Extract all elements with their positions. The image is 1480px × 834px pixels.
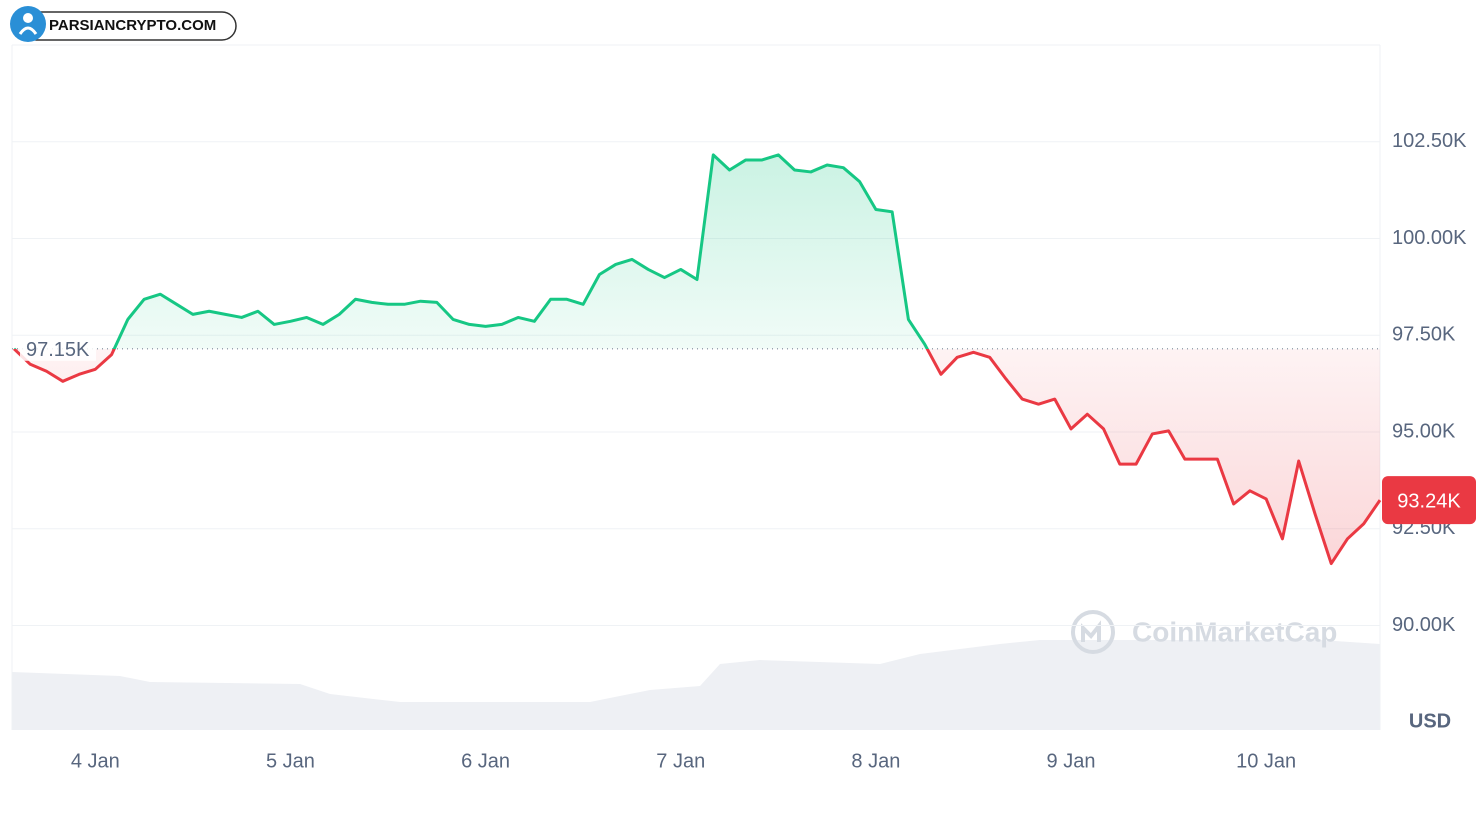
price-line: [12, 153, 1382, 566]
y-tick-label: 97.50K: [1392, 324, 1456, 346]
x-tick-label: 9 Jan: [1047, 750, 1096, 772]
logo-icon-arc: [18, 26, 38, 35]
x-tick-label: 6 Jan: [461, 750, 510, 772]
logo-text: PARSIANCRYPTO.COM: [49, 17, 216, 34]
x-tick-label: 8 Jan: [851, 750, 900, 772]
watermark-icon-mark: [1081, 620, 1101, 642]
watermark-text: CoinMarketCap: [1132, 616, 1337, 647]
price-area: [14, 154, 1380, 564]
logo-icon: [10, 6, 46, 42]
watermark: CoinMarketCap: [1071, 610, 1337, 654]
reference-label: 97.15K: [26, 339, 90, 361]
logo: PARSIANCRYPTO.COM: [10, 6, 237, 42]
x-tick-label: 5 Jan: [266, 750, 315, 772]
y-tick-label: 102.50K: [1392, 130, 1467, 152]
x-tick-label: 10 Jan: [1236, 750, 1296, 772]
current-price-label: 93.24K: [1397, 490, 1461, 512]
y-tick-label: 90.00K: [1392, 614, 1456, 636]
watermark-icon: [1071, 610, 1115, 654]
y-tick-label: 95.00K: [1392, 420, 1456, 442]
reference-label-bg: [20, 336, 96, 361]
x-tick-label: 4 Jan: [71, 750, 120, 772]
currency-label: USD: [1409, 710, 1451, 732]
current-price-badge: [1382, 476, 1476, 525]
logo-icon-dot: [23, 13, 33, 23]
plot: 90.00K92.50K95.00K97.50K100.00K102.50K4 …: [12, 130, 1476, 772]
volume-area: [12, 640, 1380, 730]
y-tick-label: 100.00K: [1392, 227, 1467, 249]
x-tick-label: 7 Jan: [656, 750, 705, 772]
